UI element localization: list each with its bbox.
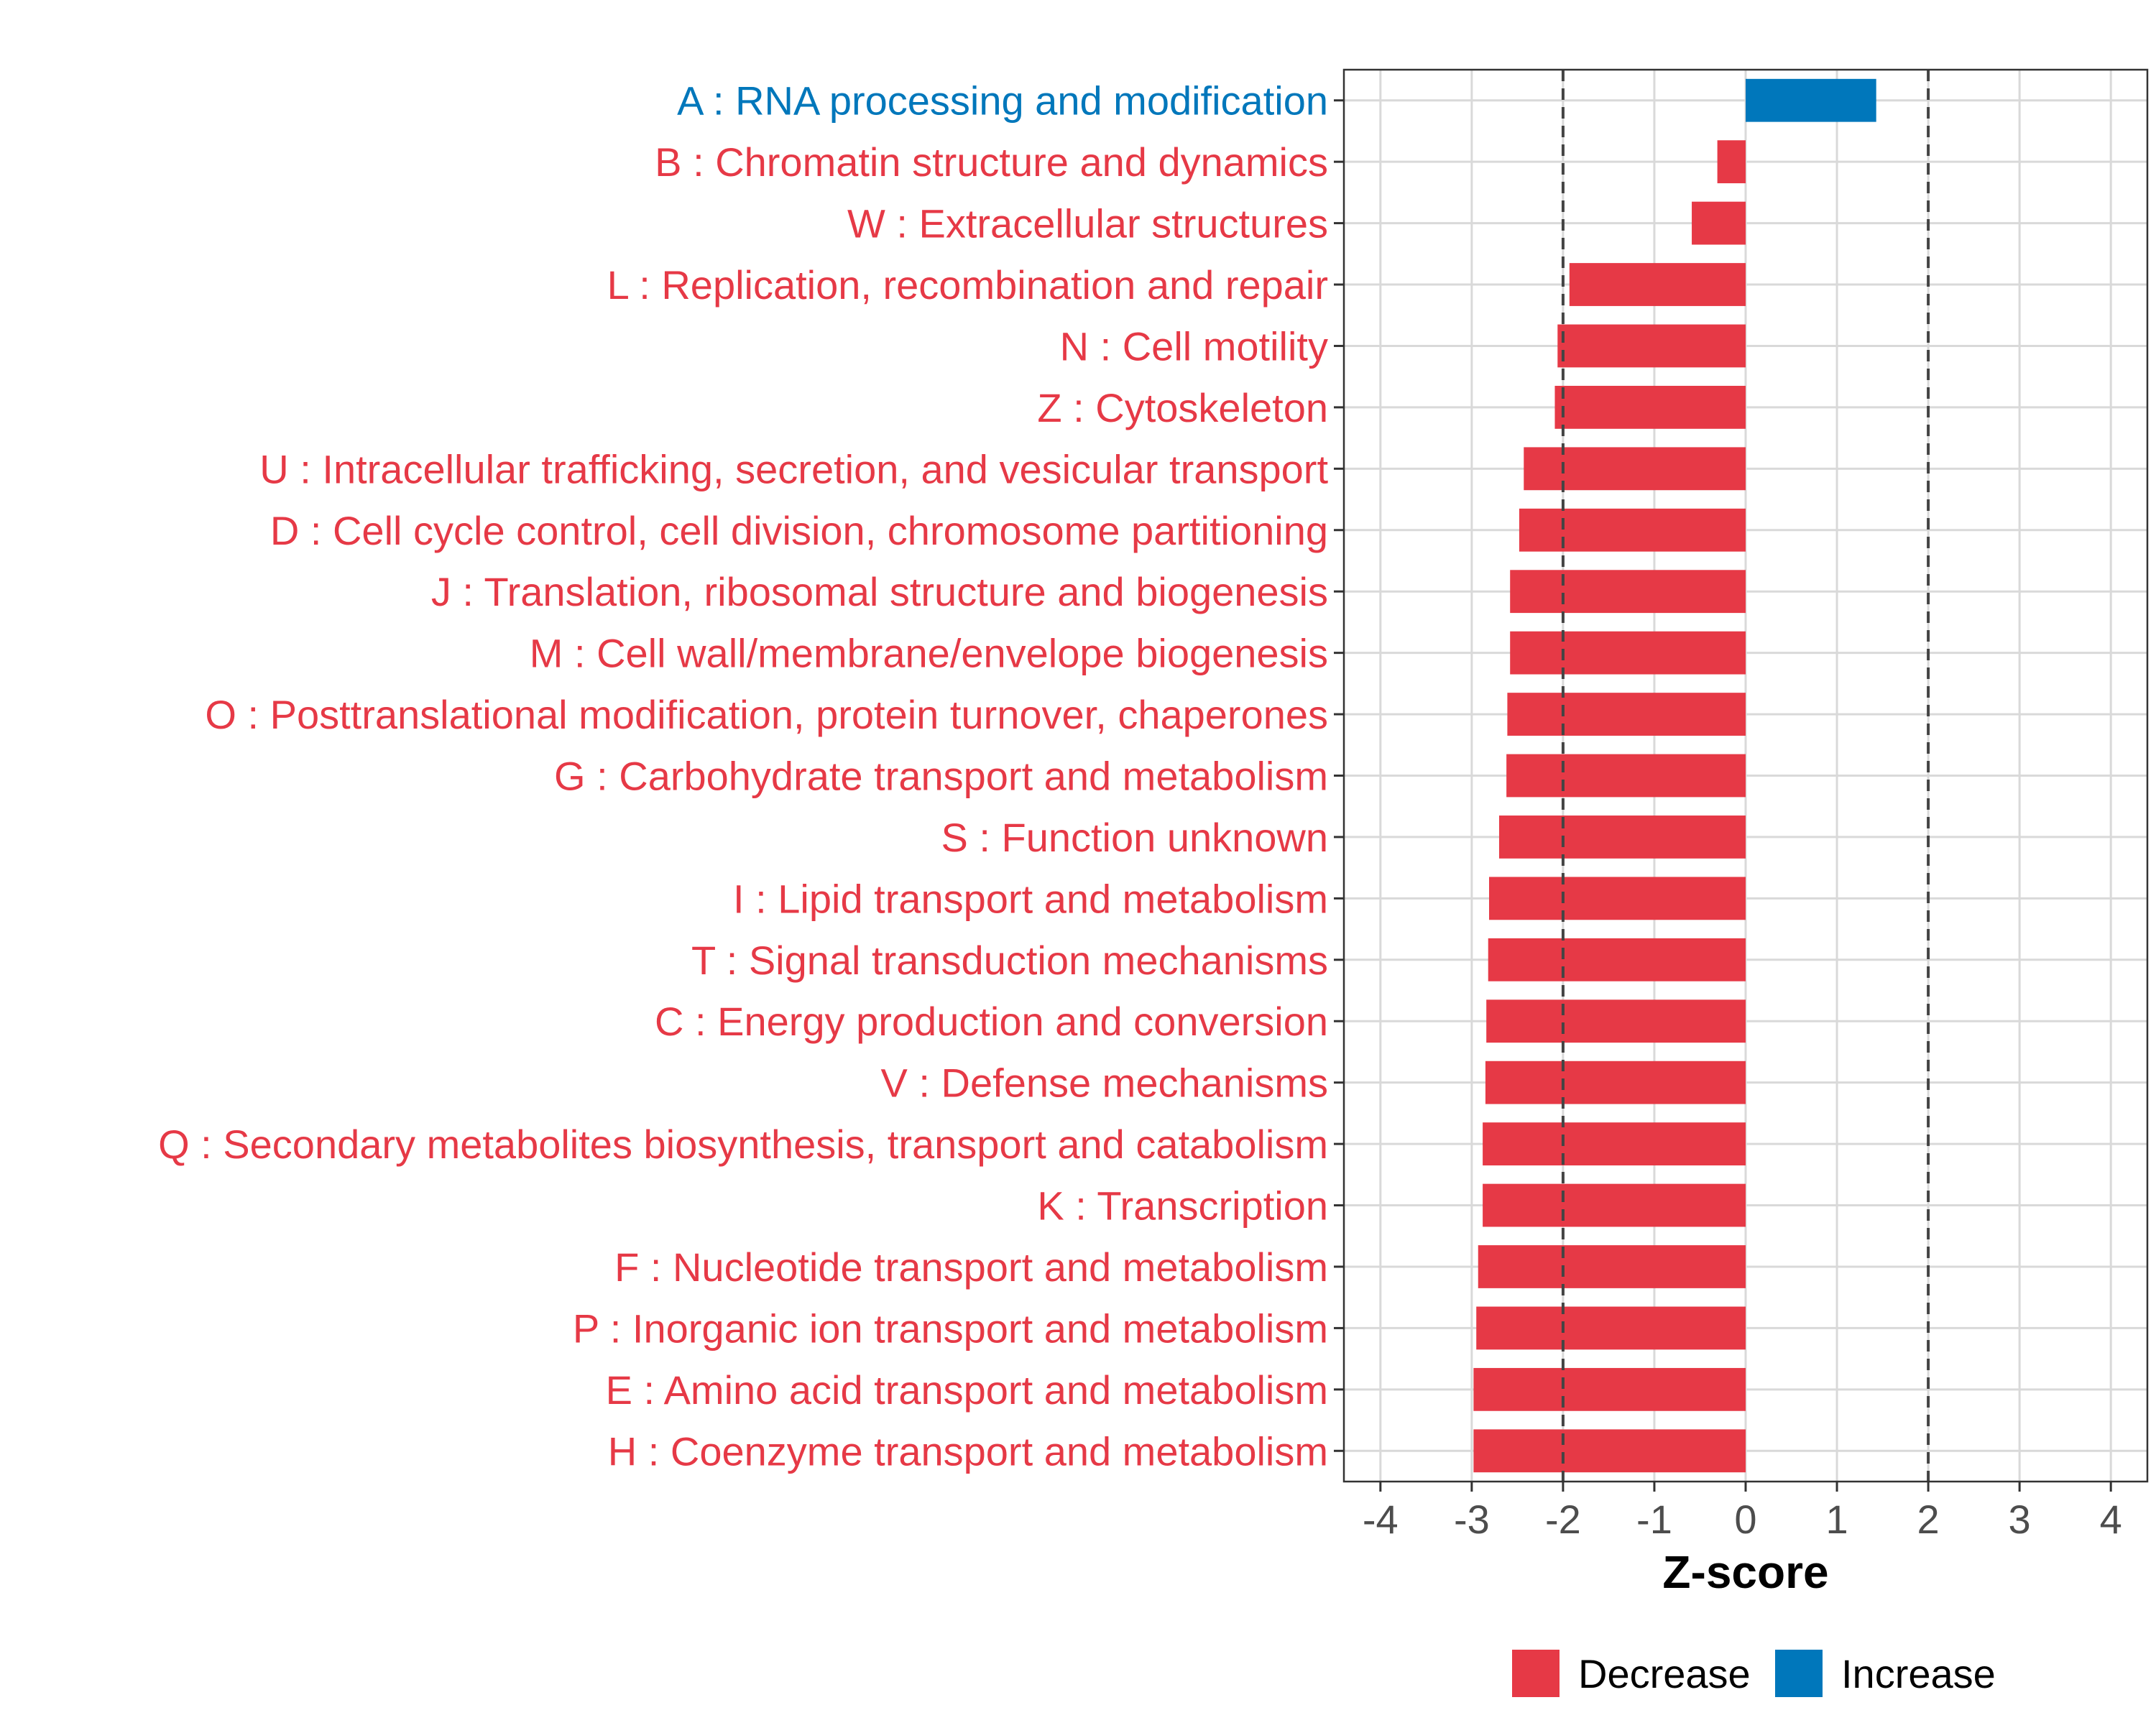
legend-label-decrease: Decrease xyxy=(1578,1651,1751,1696)
y-tick-label: O : Posttranslational modification, prot… xyxy=(205,692,1328,737)
y-axis-ticks xyxy=(1334,99,1344,1452)
x-tick-label: 0 xyxy=(1734,1497,1756,1542)
legend-label-increase: Increase xyxy=(1841,1651,1996,1696)
bar xyxy=(1488,938,1746,981)
x-tick-label: -1 xyxy=(1636,1497,1672,1542)
bar xyxy=(1692,201,1746,245)
bar xyxy=(1485,1061,1746,1104)
legend-swatch-decrease xyxy=(1512,1650,1560,1697)
bar xyxy=(1483,1183,1746,1227)
bar xyxy=(1473,1367,1746,1411)
threshold-lines xyxy=(1561,70,1930,1482)
legend: Decrease Increase xyxy=(1512,1650,1996,1697)
bar xyxy=(1510,570,1746,614)
bar xyxy=(1554,385,1746,429)
bar xyxy=(1746,78,1876,122)
y-tick-label: W : Extracellular structures xyxy=(847,201,1328,246)
bar xyxy=(1519,508,1746,552)
bar xyxy=(1473,1429,1746,1473)
y-tick-label: H : Coenzyme transport and metabolism xyxy=(608,1428,1328,1474)
legend-swatch-increase xyxy=(1775,1650,1823,1697)
x-tick-label: 3 xyxy=(2009,1497,2031,1542)
x-tick-label: 2 xyxy=(1917,1497,1940,1542)
x-tick-label: -2 xyxy=(1545,1497,1581,1542)
x-axis-ticks: -4 -3 -2 -1 0 1 2 3 4 xyxy=(1363,1482,2122,1542)
y-tick-label: E : Amino acid transport and metabolism xyxy=(606,1367,1328,1413)
bar xyxy=(1476,1306,1746,1350)
bar xyxy=(1510,631,1746,675)
bar xyxy=(1489,877,1746,920)
y-tick-label: A : RNA processing and modification xyxy=(677,78,1328,124)
y-tick-label: M : Cell wall/membrane/envelope biogenes… xyxy=(530,631,1328,676)
x-axis-title: Z-score xyxy=(1662,1546,1828,1598)
bar xyxy=(1498,816,1746,859)
bars xyxy=(1473,78,1876,1473)
y-tick-label: N : Cell motility xyxy=(1060,323,1328,369)
bar xyxy=(1506,754,1746,798)
y-tick-label: C : Energy production and conversion xyxy=(655,999,1328,1044)
bar xyxy=(1483,1122,1746,1166)
y-tick-label: B : Chromatin structure and dynamics xyxy=(655,139,1328,185)
y-tick-label: S : Function unknown xyxy=(941,815,1328,860)
y-tick-label: K : Transcription xyxy=(1037,1183,1328,1229)
bar xyxy=(1569,263,1746,306)
y-tick-label: F : Nucleotide transport and metabolism xyxy=(614,1244,1328,1290)
y-tick-label: J : Translation, ribosomal structure and… xyxy=(431,569,1328,614)
y-tick-label: V : Defense mechanisms xyxy=(881,1061,1328,1106)
bar xyxy=(1717,140,1746,184)
y-tick-label: L : Replication, recombination and repai… xyxy=(607,262,1328,308)
y-tick-label: D : Cell cycle control, cell division, c… xyxy=(270,508,1328,553)
bar xyxy=(1478,1245,1746,1288)
y-tick-label: Q : Secondary metabolites biosynthesis, … xyxy=(158,1122,1328,1167)
y-axis-category-labels: A : RNA processing and modification B : C… xyxy=(158,78,1328,1474)
bar xyxy=(1524,447,1746,491)
bar xyxy=(1507,693,1746,736)
y-tick-label: P : Inorganic ion transport and metaboli… xyxy=(573,1306,1328,1351)
bar xyxy=(1557,324,1746,368)
x-tick-label: 4 xyxy=(2100,1497,2122,1542)
x-tick-label: -4 xyxy=(1363,1497,1399,1542)
y-tick-label: G : Carbohydrate transport and metabolis… xyxy=(554,754,1328,799)
y-tick-label: I : Lipid transport and metabolism xyxy=(733,876,1328,921)
y-tick-label: U : Intracellular trafficking, secretion… xyxy=(259,446,1328,491)
y-tick-label: Z : Cytoskeleton xyxy=(1037,385,1328,430)
x-tick-label: -3 xyxy=(1454,1497,1490,1542)
y-tick-label: T : Signal transduction mechanisms xyxy=(691,938,1328,983)
x-tick-label: 1 xyxy=(1825,1497,1848,1542)
bar xyxy=(1486,999,1746,1043)
